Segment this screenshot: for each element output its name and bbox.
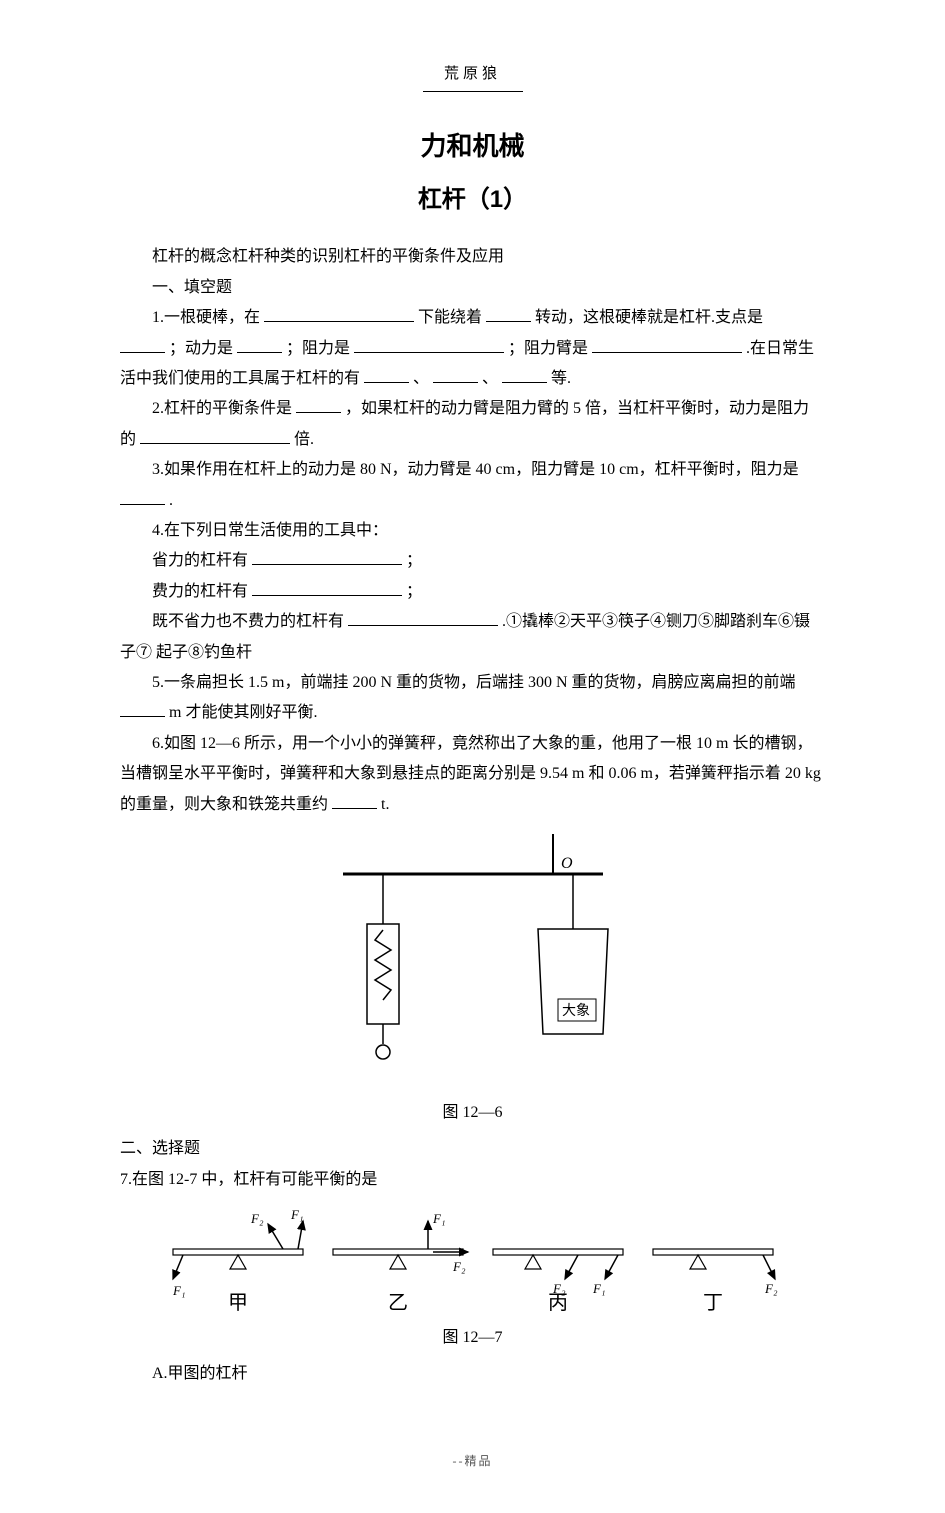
q4-line-a: 省力的杠杆有 ； bbox=[120, 546, 825, 576]
fig126-svg: O 大象 bbox=[323, 834, 623, 1094]
q1-line2: ；动力是 ；阻力是 ；阻力臂是 .在日常生活中我们使用的工具属于杠杆的有 、 、… bbox=[120, 334, 825, 395]
page-root: 荒原狼 力和机械 杠杆（1） 杠杆的概念杠杆种类的识别杠杆的平衡条件及应用 一、… bbox=[0, 0, 945, 1513]
q1-blank8 bbox=[433, 369, 478, 383]
q7-optA: A.甲图的杠杆 bbox=[120, 1359, 825, 1389]
q1-blank4 bbox=[237, 338, 282, 352]
fig127-svg: F₁ F₂ F₁ 甲 F₁ F₂ 乙 bbox=[163, 1209, 783, 1319]
q1-sep2: 、 bbox=[482, 370, 498, 387]
q4b-pre: 费力的杠杆有 bbox=[152, 583, 248, 600]
fig126-label-O: O bbox=[561, 855, 573, 872]
q1-blank1 bbox=[264, 308, 414, 322]
q4a-blank bbox=[252, 551, 402, 565]
q5-t1: 5.一条扁担长 1.5 m，前端挂 200 N 重的货物，后端挂 300 N 重… bbox=[152, 674, 796, 691]
fig126-label-elephant: 大象 bbox=[562, 1003, 590, 1019]
q1-blank3 bbox=[120, 338, 165, 352]
q4c-pre: 既不省力也不费力的杠杆有 bbox=[152, 613, 344, 630]
q4b-blank bbox=[252, 581, 402, 595]
q2-blank1 bbox=[296, 399, 341, 413]
q5-blank bbox=[120, 703, 165, 717]
intro-line: 杠杆的概念杠杆种类的识别杠杆的平衡条件及应用 bbox=[120, 242, 825, 272]
q4-line-c: 既不省力也不费力的杠杆有 .①撬棒②天平③筷子④铡刀⑤脚踏刹车⑥镊子⑦ 起子⑧钓… bbox=[120, 607, 825, 668]
q3: 3.如果作用在杠杆上的动力是 80 N，动力臂是 40 cm，阻力臂是 10 c… bbox=[120, 455, 825, 516]
fig127-jia-F1: F₁ bbox=[172, 1283, 185, 1298]
q1-blank5 bbox=[354, 338, 504, 352]
q2: 2.杠杆的平衡条件是 ，如果杠杆的动力臂是阻力臂的 5 倍，当杠杆平衡时，动力是… bbox=[120, 394, 825, 455]
fig127-ding-F2: F₂ bbox=[764, 1281, 778, 1296]
fig127-label-ding: 丁 bbox=[703, 1292, 723, 1314]
q1-blank9 bbox=[502, 369, 547, 383]
q1-end: 等. bbox=[551, 370, 571, 387]
q4b-end: ； bbox=[406, 583, 422, 600]
q1-t4: ；动力是 bbox=[169, 340, 233, 357]
footer-mark: --精品 bbox=[120, 1450, 825, 1473]
fig127-label-jia: 甲 bbox=[228, 1292, 248, 1314]
q6: 6.如图 12—6 所示，用一个小小的弹簧秤，竟然称出了大象的重，他用了一根 1… bbox=[120, 729, 825, 820]
q1-blank2 bbox=[486, 308, 531, 322]
q6-t2: t. bbox=[381, 796, 389, 813]
fig127-yi-F2: F₂ bbox=[452, 1259, 466, 1274]
q1-blank7 bbox=[364, 369, 409, 383]
q7-text: 7.在图 12-7 中，杠杆有可能平衡的是 bbox=[120, 1165, 825, 1195]
title-main: 力和机械 bbox=[120, 122, 825, 171]
q4a-pre: 省力的杠杆有 bbox=[152, 552, 248, 569]
fig127-label-yi: 乙 bbox=[388, 1292, 408, 1314]
q3-blank1 bbox=[120, 490, 165, 504]
q1-blank6 bbox=[592, 338, 742, 352]
q1-t2: 下能绕着 bbox=[418, 309, 482, 326]
q1-t1: 1.一根硬棒，在 bbox=[152, 309, 260, 326]
q2-blank2 bbox=[140, 429, 290, 443]
section2-heading: 二、选择题 bbox=[120, 1134, 825, 1164]
figure-12-6: O 大象 bbox=[120, 834, 825, 1094]
fig127-yi-F1: F₁ bbox=[432, 1211, 445, 1226]
q3-t1: 3.如果作用在杠杆上的动力是 80 N，动力臂是 40 cm，阻力臂是 10 c… bbox=[152, 461, 799, 478]
q2-t3: 倍. bbox=[294, 431, 314, 448]
fig127-label-bing: 丙 bbox=[548, 1292, 568, 1314]
q1-t6: ；阻力臂是 bbox=[508, 340, 588, 357]
q2-t1: 2.杠杆的平衡条件是 bbox=[152, 400, 292, 417]
q4-line-b: 费力的杠杆有 ； bbox=[120, 577, 825, 607]
section1-heading: 一、填空题 bbox=[120, 273, 825, 303]
title-sub: 杠杆（1） bbox=[120, 177, 825, 223]
fig127-bing-F1: F₁ bbox=[592, 1281, 605, 1296]
q6-t1: 6.如图 12—6 所示，用一个小小的弹簧秤，竟然称出了大象的重，他用了一根 1… bbox=[120, 735, 821, 813]
q4-head: 4.在下列日常生活使用的工具中： bbox=[120, 516, 825, 546]
fig127-caption: 图 12—7 bbox=[120, 1323, 825, 1353]
figure-12-7: F₁ F₂ F₁ 甲 F₁ F₂ 乙 bbox=[120, 1209, 825, 1319]
q1-sep1: 、 bbox=[413, 370, 429, 387]
q5: 5.一条扁担长 1.5 m，前端挂 200 N 重的货物，后端挂 300 N 重… bbox=[120, 668, 825, 729]
q1-t5: ；阻力是 bbox=[286, 340, 350, 357]
fig126-caption: 图 12—6 bbox=[120, 1098, 825, 1128]
q1: 1.一根硬棒，在 下能绕着 转动，这根硬棒就是杠杆.支点是 bbox=[120, 303, 825, 333]
header-author: 荒原狼 bbox=[423, 60, 523, 92]
q4c-blank bbox=[348, 612, 498, 626]
q4a-end: ； bbox=[406, 552, 422, 569]
fig127-jia-F1b: F₁ bbox=[290, 1209, 303, 1222]
q1-t3: 转动，这根硬棒就是杠杆.支点是 bbox=[535, 309, 763, 326]
fig127-jia-F2: F₂ bbox=[250, 1211, 264, 1226]
q6-blank bbox=[332, 794, 377, 808]
q3-t2: . bbox=[169, 492, 173, 509]
q5-t2: m 才能使其刚好平衡. bbox=[169, 704, 317, 721]
